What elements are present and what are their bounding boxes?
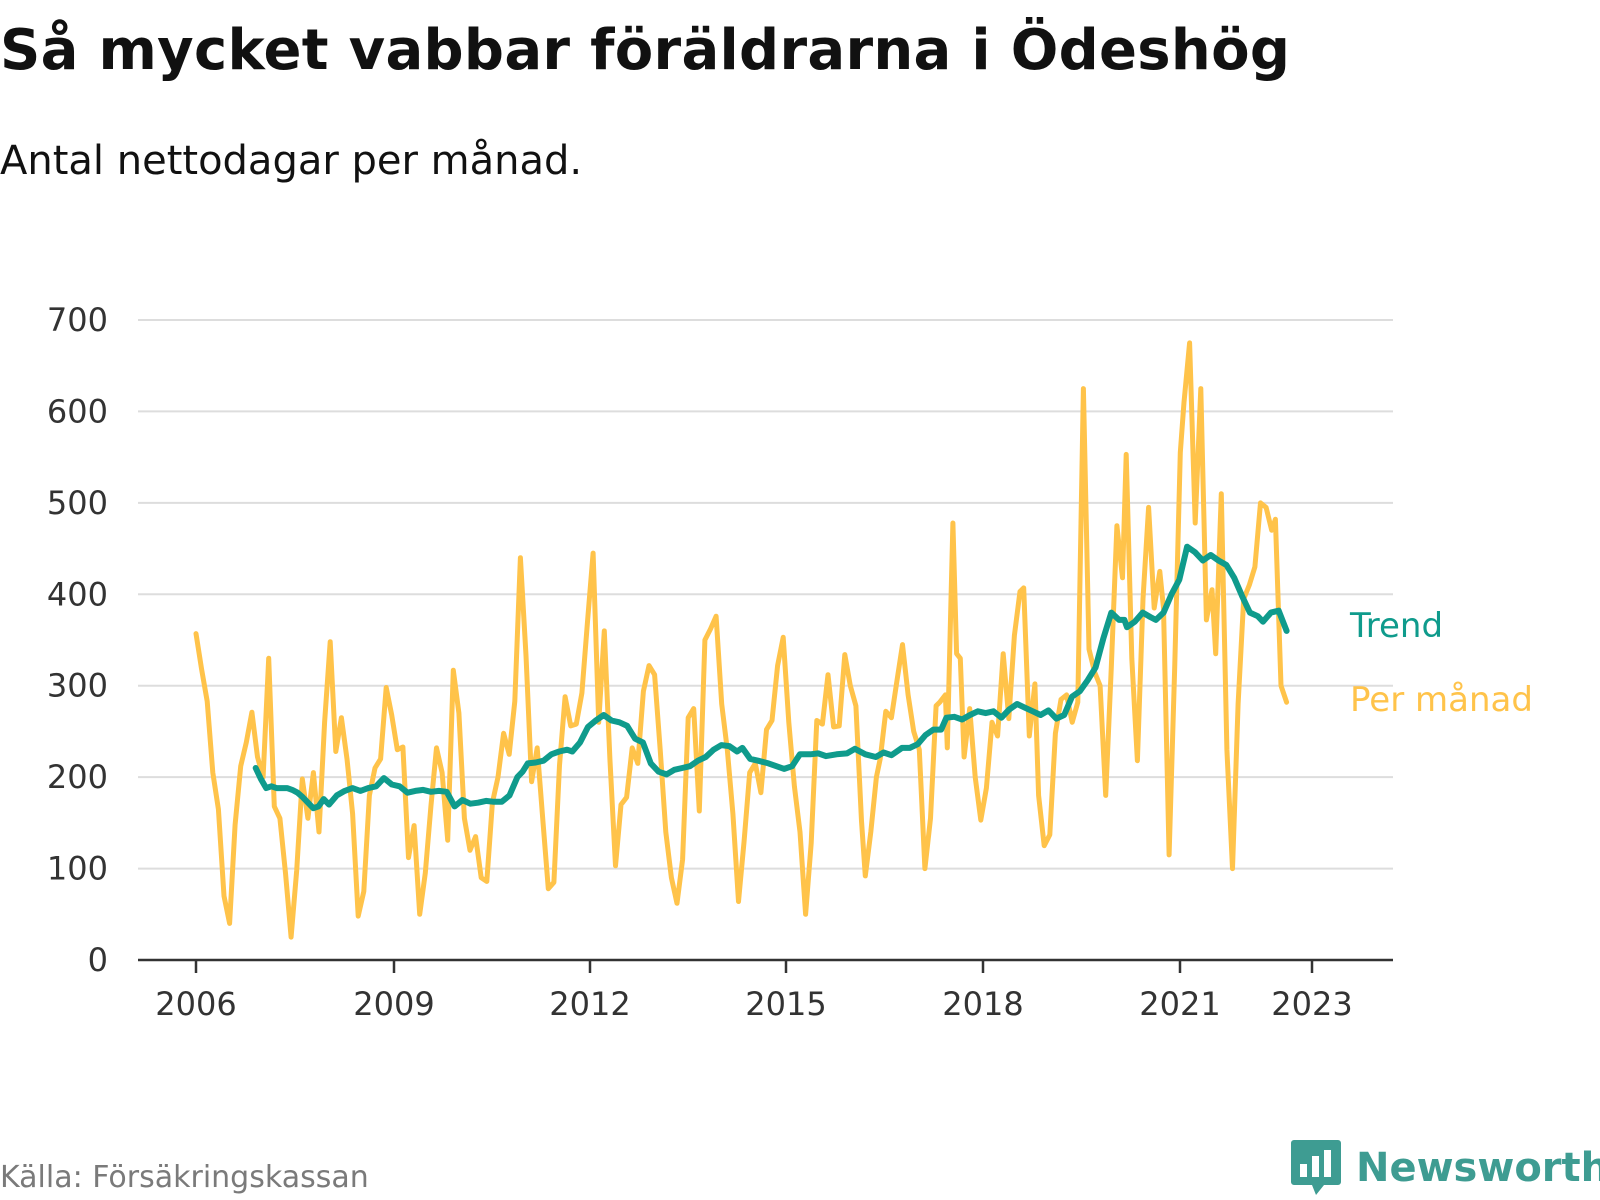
chart-title: Så mycket vabbar föräldrarna i Ödeshög <box>0 18 1291 83</box>
trend-line <box>252 543 1290 812</box>
brand-logo: Newsworthy <box>1290 1138 1600 1198</box>
bar-chart-speech-bubble-icon <box>1291 1140 1341 1195</box>
x-axis-ticks: 2006 2009 2012 2015 2018 2021 2023 <box>155 960 1353 1023</box>
y-axis-ticks: 0 100 200 300 400 500 600 700 <box>47 301 108 979</box>
trend-series-label: Trend <box>1349 606 1443 646</box>
per-month-series-label: Per månad <box>1350 680 1533 720</box>
chart-subtitle: Antal nettodagar per månad. <box>0 138 583 184</box>
x-tick-label: 2015 <box>745 985 826 1023</box>
y-tick-label: 600 <box>47 392 108 430</box>
x-tick-label: 2018 <box>942 985 1023 1023</box>
y-tick-label: 200 <box>47 758 108 796</box>
y-tick-label: 500 <box>47 484 108 522</box>
x-tick-label: 2023 <box>1271 985 1352 1023</box>
grid-lines <box>138 319 1393 962</box>
y-tick-label: 100 <box>47 850 108 888</box>
brand-name: Newsworthy <box>1356 1145 1600 1191</box>
x-tick-label: 2009 <box>353 985 434 1023</box>
x-tick-label: 2021 <box>1139 985 1220 1023</box>
y-tick-label: 0 <box>88 941 108 979</box>
per-month-line <box>193 340 1290 940</box>
y-tick-label: 300 <box>47 667 108 705</box>
source-note: Källa: Försäkringskassan <box>0 1160 369 1195</box>
y-tick-label: 700 <box>47 301 108 339</box>
x-tick-label: 2006 <box>155 985 236 1023</box>
x-tick-label: 2012 <box>549 985 630 1023</box>
y-tick-label: 400 <box>47 575 108 613</box>
series-lines <box>193 340 1290 940</box>
